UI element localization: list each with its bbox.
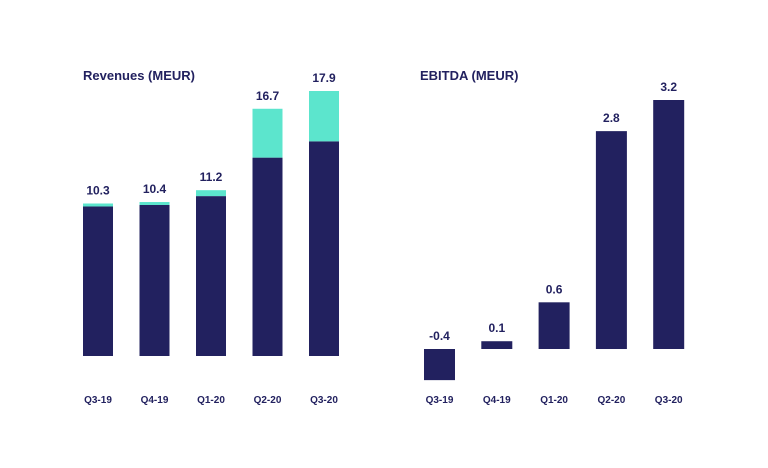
revenue-bar-top-q1-20 bbox=[196, 190, 226, 197]
revenue-x-tick-label: Q2-20 bbox=[254, 395, 282, 406]
revenue-x-tick-label: Q3-20 bbox=[310, 395, 338, 406]
revenue-value-label: 16.7 bbox=[256, 89, 280, 103]
revenue-bar-top-q4-19 bbox=[139, 202, 170, 205]
ebitda-value-label: 2.8 bbox=[603, 111, 620, 125]
ebitda-value-label: 3.2 bbox=[660, 80, 677, 94]
revenue-bar-top-q2-20 bbox=[252, 108, 283, 158]
revenue-bar-base-q1-20 bbox=[196, 196, 226, 356]
ebitda-value-label: 0.6 bbox=[546, 282, 563, 296]
revenue-bar-top-q3-19 bbox=[83, 203, 113, 207]
ebitda-x-tick-label: Q3-20 bbox=[655, 395, 683, 406]
ebitda-chart-marks: -0.4 Q3-19 0.1 Q4-19 0.6 Q1-20 2.8 Q2-20 3.2 Q3-2… bbox=[424, 80, 685, 406]
revenue-chart-title: Revenues (MEUR) bbox=[83, 68, 195, 83]
revenue-bar-base-q3-19 bbox=[83, 206, 113, 356]
ebitda-bar-q1-20 bbox=[538, 302, 570, 349]
ebitda-x-tick-label: Q3-19 bbox=[426, 395, 454, 406]
ebitda-bar-q4-19 bbox=[481, 341, 513, 349]
revenue-bar-top-q3-20 bbox=[309, 91, 339, 142]
revenue-value-label: 17.9 bbox=[312, 71, 336, 85]
ebitda-bar-q3-20 bbox=[653, 100, 685, 349]
ebitda-bar-q3-19 bbox=[424, 349, 455, 381]
ebitda-x-tick-label: Q4-19 bbox=[483, 395, 511, 406]
revenue-bar-base-q3-20 bbox=[309, 141, 339, 356]
ebitda-value-label: -0.4 bbox=[429, 329, 450, 343]
revenue-bar-base-q4-19 bbox=[139, 204, 170, 356]
ebitda-x-tick-label: Q2-20 bbox=[598, 395, 626, 406]
revenue-bar-base-q2-20 bbox=[252, 157, 283, 356]
ebitda-bar-q2-20 bbox=[595, 131, 627, 350]
revenue-value-label: 10.4 bbox=[143, 182, 167, 196]
revenue-value-label: 10.3 bbox=[86, 184, 110, 198]
revenue-x-tick-label: Q3-19 bbox=[84, 395, 112, 406]
ebitda-x-tick-label: Q1-20 bbox=[540, 395, 568, 406]
revenue-x-tick-label: Q4-19 bbox=[141, 395, 169, 406]
revenue-chart-marks: 10.3 Q3-19 10.4 Q4-19 11.2 Q1-20 16.7 Q2-20 17.9… bbox=[83, 71, 339, 406]
revenue-value-label: 11.2 bbox=[200, 170, 223, 184]
revenue-x-tick-label: Q1-20 bbox=[197, 395, 225, 406]
ebitda-value-label: 0.1 bbox=[488, 321, 505, 335]
ebitda-chart-title: EBITDA (MEUR) bbox=[420, 68, 518, 83]
